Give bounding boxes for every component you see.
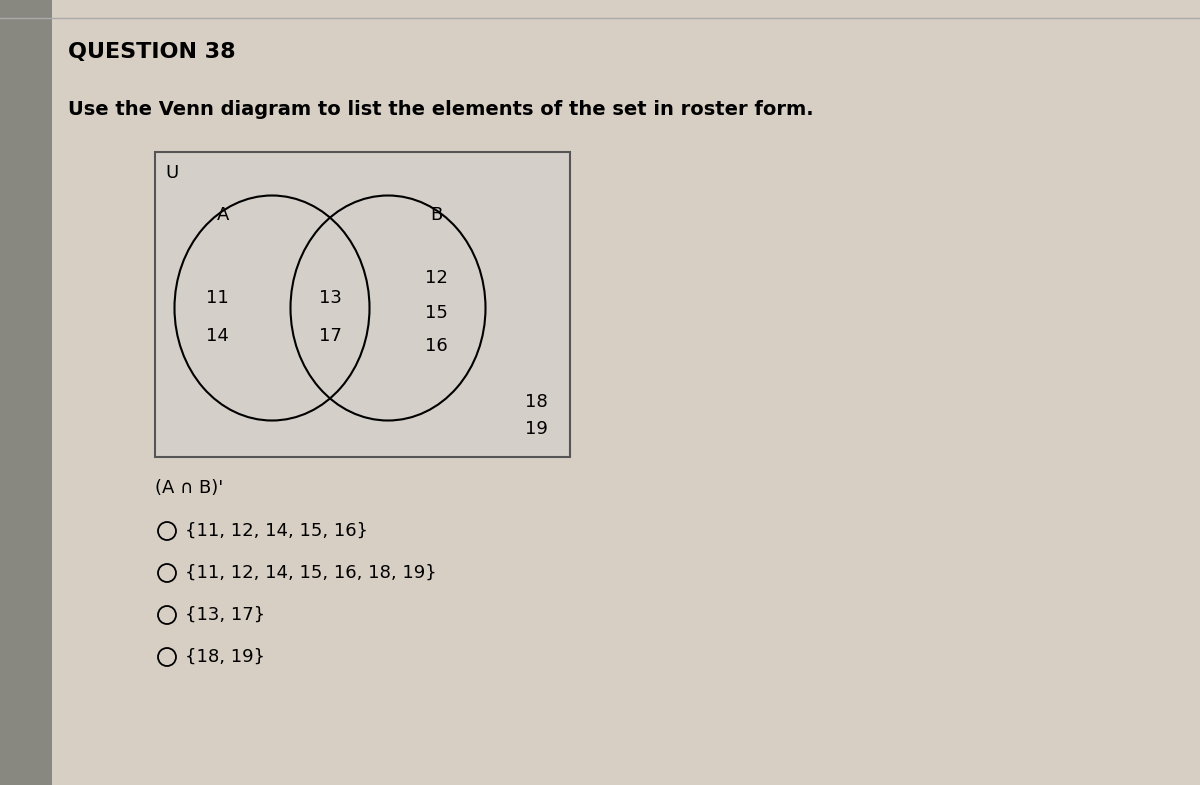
Text: 15: 15 xyxy=(425,304,448,322)
Text: 13: 13 xyxy=(318,289,342,307)
Bar xyxy=(0,0,52,785)
Text: 12: 12 xyxy=(425,269,448,287)
Text: A: A xyxy=(217,206,229,224)
Text: {11, 12, 14, 15, 16, 18, 19}: {11, 12, 14, 15, 16, 18, 19} xyxy=(185,564,437,582)
Text: 14: 14 xyxy=(205,327,228,345)
Text: {13, 17}: {13, 17} xyxy=(185,606,265,624)
Text: U: U xyxy=(166,164,179,182)
Text: {11, 12, 14, 15, 16}: {11, 12, 14, 15, 16} xyxy=(185,522,368,540)
Text: B: B xyxy=(431,206,443,224)
Text: QUESTION 38: QUESTION 38 xyxy=(68,42,235,62)
Text: 11: 11 xyxy=(205,289,228,307)
Text: 17: 17 xyxy=(318,327,342,345)
FancyBboxPatch shape xyxy=(155,152,570,457)
Text: Use the Venn diagram to list the elements of the set in roster form.: Use the Venn diagram to list the element… xyxy=(68,100,814,119)
Text: 16: 16 xyxy=(425,337,448,355)
Text: 18: 18 xyxy=(526,393,548,411)
Text: (A ∩ B)': (A ∩ B)' xyxy=(155,479,223,497)
Text: {18, 19}: {18, 19} xyxy=(185,648,265,666)
Text: 19: 19 xyxy=(526,420,548,438)
